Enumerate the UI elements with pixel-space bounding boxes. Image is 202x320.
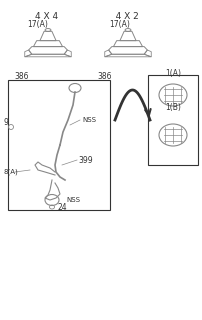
Bar [148,75,198,165]
Text: 386: 386 [14,72,28,81]
Text: NSS: NSS [82,117,96,123]
Text: 4 X 4                    4 X 2: 4 X 4 4 X 2 [35,12,139,21]
Text: 1(A): 1(A) [165,69,181,78]
Text: 1(B): 1(B) [165,103,181,112]
Text: 9: 9 [3,117,8,126]
Text: 8(A): 8(A) [3,169,18,175]
Text: 17(A): 17(A) [109,20,130,29]
Text: 17(A): 17(A) [27,20,48,29]
Text: NSS: NSS [66,197,80,203]
Bar [8,80,110,210]
Text: 386: 386 [97,72,112,81]
Text: 399: 399 [78,156,93,164]
Text: 24: 24 [58,204,68,212]
